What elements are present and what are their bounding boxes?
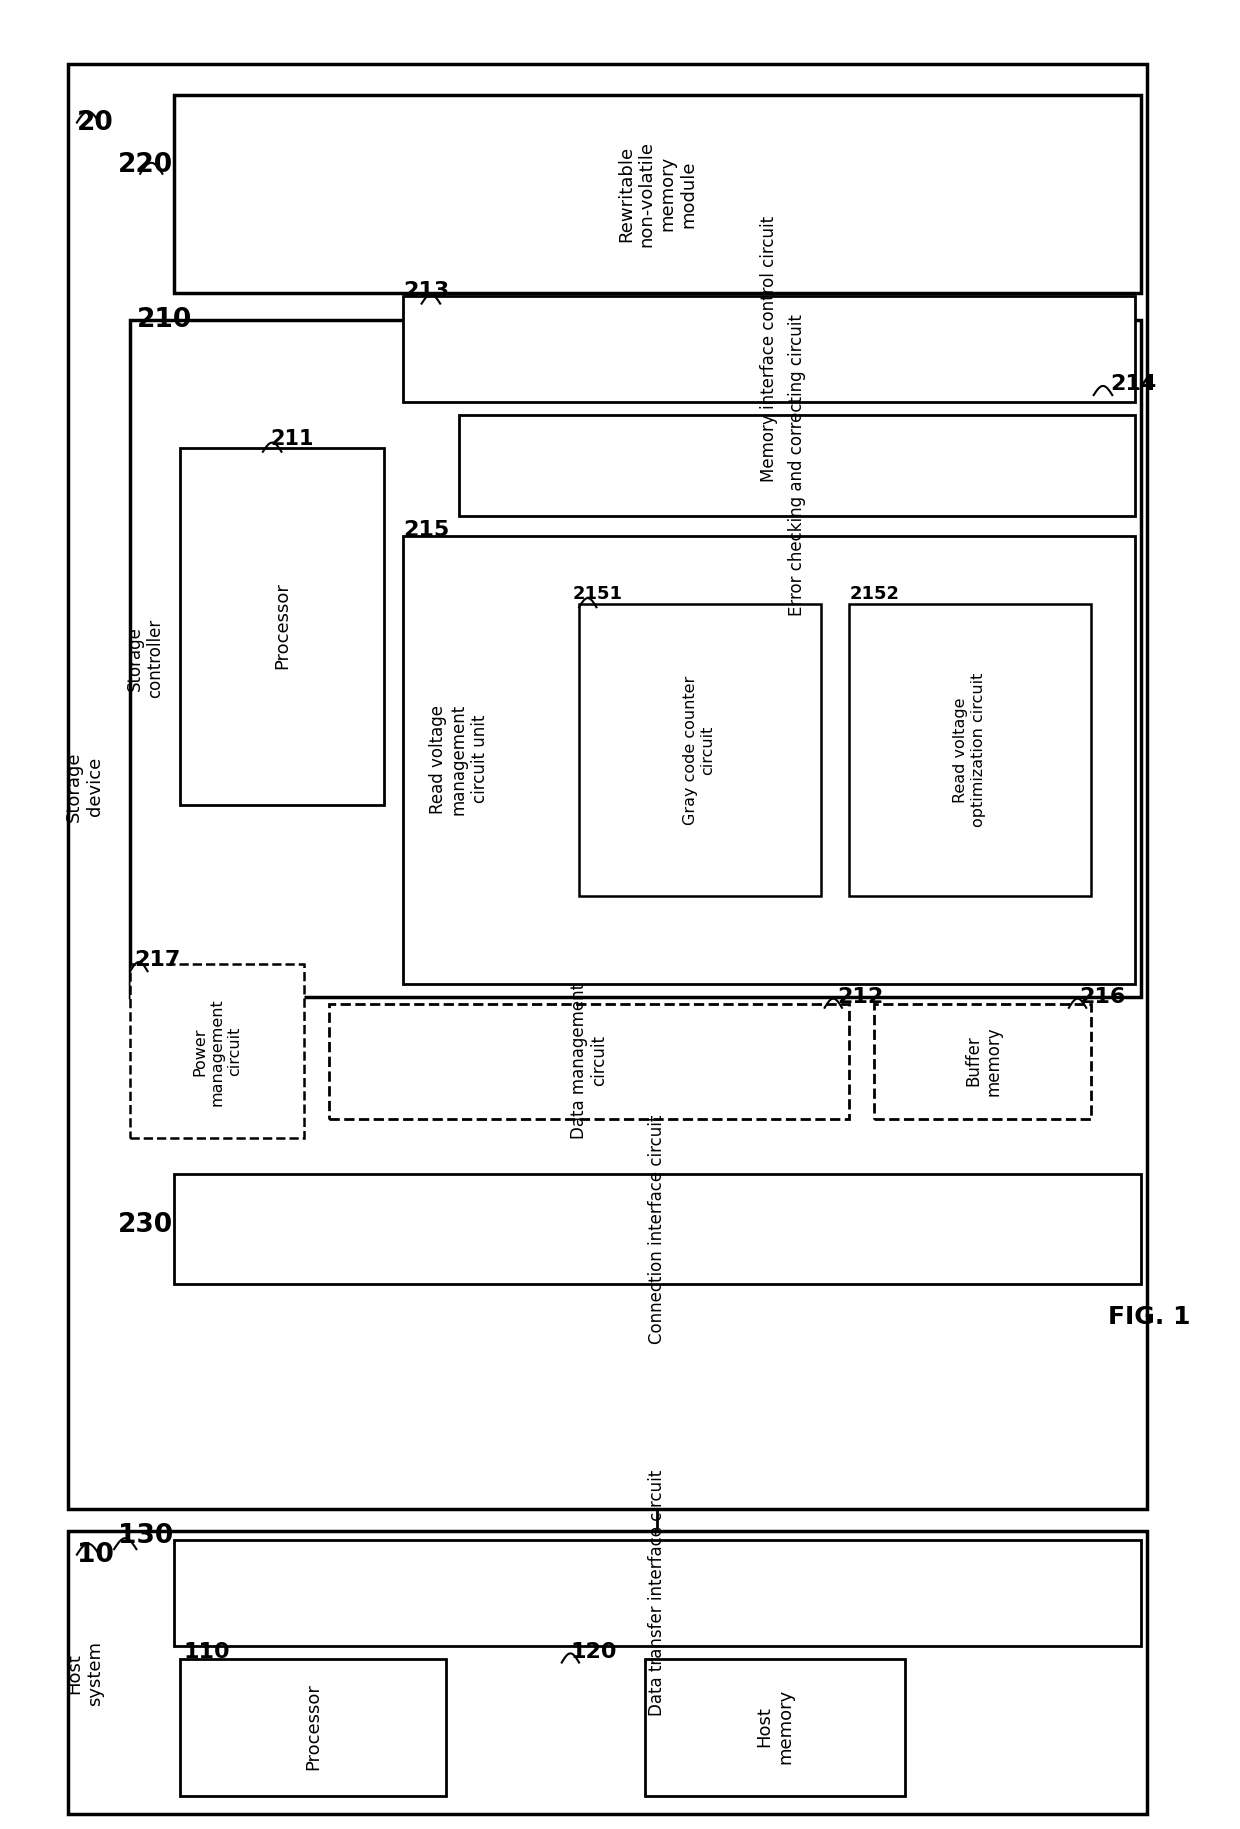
Text: 216: 216 [1079, 988, 1125, 1006]
Text: 130: 130 [118, 1524, 174, 1549]
Bar [130, 964, 304, 1138]
Text: 10: 10 [77, 1542, 114, 1567]
Text: 230: 230 [118, 1213, 172, 1238]
Bar [180, 448, 384, 805]
Text: 217: 217 [134, 951, 180, 969]
Text: 120: 120 [570, 1642, 618, 1661]
Bar [579, 604, 821, 896]
Text: Connection interface circuit: Connection interface circuit [649, 1114, 666, 1344]
Bar [68, 1531, 1147, 1814]
Bar [329, 1004, 849, 1119]
Bar [459, 415, 1135, 516]
Bar [174, 1540, 1141, 1646]
Text: Storage
controller: Storage controller [125, 618, 165, 699]
Bar [645, 1659, 905, 1796]
Text: Processor: Processor [305, 1683, 322, 1770]
Text: Rewritable
non-volatile
memory
module: Rewritable non-volatile memory module [618, 141, 697, 247]
Text: Memory interface control circuit: Memory interface control circuit [760, 216, 777, 483]
Text: 215: 215 [403, 521, 449, 540]
Text: Processor: Processor [274, 582, 291, 669]
Text: Gray code counter
circuit: Gray code counter circuit [683, 675, 715, 825]
Bar [174, 1174, 1141, 1284]
Text: Buffer
memory: Buffer memory [963, 1026, 1003, 1096]
Bar [849, 604, 1091, 896]
Text: 110: 110 [184, 1642, 231, 1661]
Bar [403, 536, 1135, 984]
Text: 2152: 2152 [849, 585, 899, 604]
Text: 211: 211 [270, 430, 314, 448]
Text: 213: 213 [403, 282, 449, 300]
Text: Host
system: Host system [64, 1641, 104, 1706]
Text: FIG. 1: FIG. 1 [1107, 1304, 1190, 1330]
Bar [874, 1004, 1091, 1119]
Bar [180, 1659, 446, 1796]
Text: 220: 220 [118, 152, 172, 177]
Bar [403, 296, 1135, 402]
Text: Data transfer interface circuit: Data transfer interface circuit [649, 1471, 666, 1716]
Text: 212: 212 [837, 988, 883, 1006]
Bar [174, 95, 1141, 293]
Text: Error checking and correcting circuit: Error checking and correcting circuit [789, 313, 806, 616]
Text: Data management
circuit: Data management circuit [569, 982, 609, 1139]
Text: Host
memory: Host memory [755, 1688, 795, 1765]
Text: 20: 20 [77, 110, 114, 135]
Text: Storage
device: Storage device [64, 752, 104, 821]
Bar [130, 320, 1141, 997]
Text: 214: 214 [1110, 375, 1156, 393]
Text: 2151: 2151 [573, 585, 622, 604]
Text: 210: 210 [136, 307, 192, 333]
Text: Read voltage
management
circuit unit: Read voltage management circuit unit [429, 704, 489, 814]
Text: Read voltage
optimization circuit: Read voltage optimization circuit [954, 673, 986, 827]
Bar [68, 64, 1147, 1509]
Text: Power
management
circuit: Power management circuit [192, 999, 242, 1105]
